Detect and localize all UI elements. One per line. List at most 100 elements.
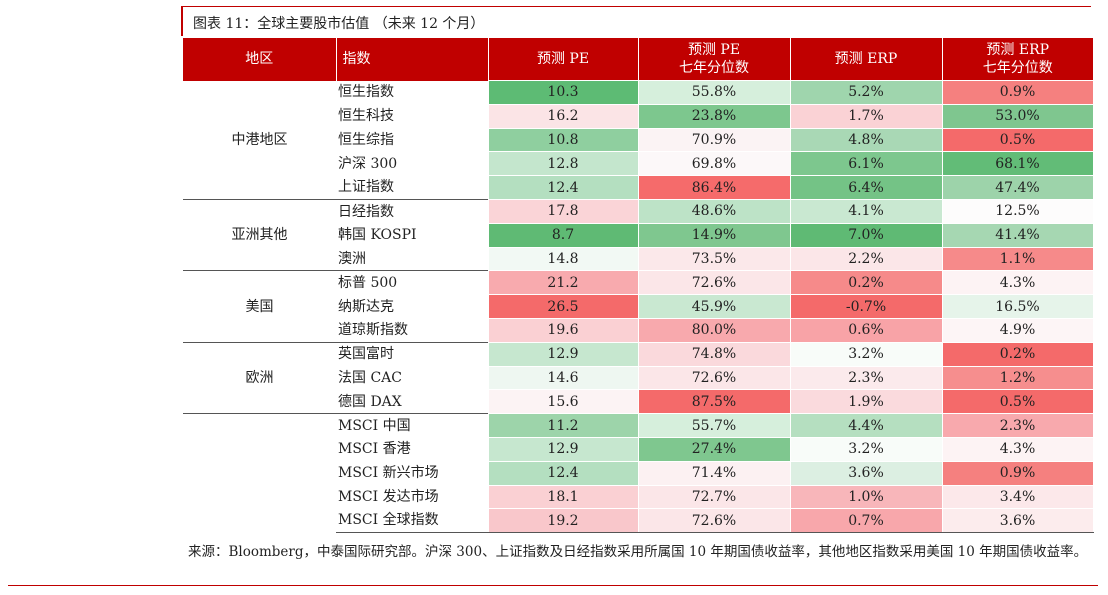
erp-percentile-cell: 68.1%: [941, 151, 1094, 177]
erp-percentile-cell: 3.6%: [941, 508, 1094, 534]
pe-percentile-cell: 72.6%: [637, 508, 791, 534]
erp-cell: 3.6%: [789, 460, 943, 486]
erp-cell: 3.2%: [789, 436, 943, 462]
erp-cell: 1.0%: [789, 484, 943, 510]
table-row: 中港地区 恒生指数 10.3 55.8% 5.2% 0.9%: [183, 80, 1094, 148]
index-name-cell: MSCI 发达市场: [338, 488, 439, 505]
erp-percentile-cell: 1.2%: [941, 365, 1094, 391]
pe-cell: 12.9: [487, 436, 639, 462]
erp-percentile-cell: 12.5%: [941, 198, 1094, 224]
index-name-cell: 英国富时: [336, 341, 488, 367]
pe-percentile-cell: 72.6%: [637, 365, 791, 391]
erp-percentile-cell: 0.2%: [941, 341, 1094, 367]
erp-percentile-cell: 4.3%: [941, 270, 1094, 296]
index-name-cell: 恒生指数: [338, 84, 394, 101]
table-row: 澳洲 14.8 73.5% 2.2% 1.1%: [183, 246, 1094, 272]
erp-cell: 0.2%: [789, 270, 943, 296]
table-row: MSCI 发达市场 18.1 72.7% 1.0% 3.4%: [183, 484, 1094, 510]
pe-percentile-cell: 23.8%: [637, 103, 791, 129]
header-index: 指数: [336, 38, 489, 81]
pe-cell: 19.2: [487, 508, 639, 534]
region-cell: [183, 413, 336, 533]
table-row: MSCI 香港 12.9 27.4% 3.2% 4.3%: [183, 436, 1094, 462]
pe-cell: 17.8: [487, 198, 639, 224]
pe-percentile-cell: 55.7%: [637, 413, 791, 438]
erp-percentile-cell: 4.3%: [941, 436, 1094, 462]
table-body: 中港地区 恒生指数 10.3 55.8% 5.2% 0.9% 恒生科技 16.2 23.8% 1.…: [183, 80, 1094, 534]
erp-percentile-cell: 16.5%: [941, 294, 1094, 319]
source-note: 来源：Bloomberg，中泰国际研究部。沪深 300、上证指数及日经指数采用所…: [188, 544, 1088, 560]
index-name-cell: 恒生科技: [338, 108, 394, 125]
pe-percentile-cell: 74.8%: [637, 341, 791, 367]
pe-percentile-cell: 27.4%: [637, 436, 791, 462]
table-row: MSCI 全球指数 19.2 72.6% 0.7% 3.6%: [183, 508, 1094, 534]
region-cell: 中港地区: [231, 131, 288, 148]
pe-cell: 21.2: [487, 270, 639, 296]
pe-percentile-cell: 72.7%: [637, 484, 791, 510]
index-name-cell: 恒生综指: [338, 131, 394, 148]
pe-cell: 12.9: [487, 341, 639, 367]
erp-cell: 7.0%: [789, 222, 943, 248]
table-row: 亚洲其他 日经指数 17.8 48.6% 4.1% 12.5%: [183, 198, 1094, 271]
table-row: MSCI 中国 11.2 55.7% 4.4% 2.3%: [183, 413, 1094, 533]
footer-divider: [8, 585, 1098, 586]
pe-percentile-cell: 72.6%: [637, 270, 791, 296]
pe-percentile-cell: 14.9%: [637, 222, 791, 248]
table-row: 欧洲 英国富时 12.9 74.8% 3.2% 0.2%: [183, 341, 1094, 414]
index-name-cell: MSCI 香港: [338, 441, 411, 458]
index-name-cell: MSCI 中国: [336, 413, 488, 438]
pe-percentile-cell: 87.5%: [637, 389, 791, 415]
erp-percentile-cell: 41.4%: [941, 222, 1094, 248]
header-row: 地区 指数 预测 PE 预测 PE 七年分位数 预测 ERP 预测 ERP 七年分位…: [183, 38, 1093, 81]
erp-percentile-cell: 4.9%: [941, 317, 1094, 343]
pe-cell: 8.7: [487, 222, 639, 248]
pe-cell: 26.5: [487, 294, 639, 319]
erp-percentile-cell: 0.5%: [941, 389, 1094, 415]
index-name-cell: 韩国 KOSPI: [338, 227, 417, 244]
pe-cell: 12.8: [487, 151, 639, 177]
region-cell: 美国: [183, 270, 336, 343]
erp-cell: 1.9%: [789, 389, 943, 415]
index-name-cell: 澳洲: [338, 250, 366, 267]
region-cell: 亚洲其他: [183, 198, 336, 271]
index-name-cell: 德国 DAX: [338, 393, 402, 410]
table-row: 恒生综指 10.8 70.9% 4.8% 0.5%: [183, 127, 1094, 153]
erp-cell: 4.4%: [789, 413, 943, 438]
table-title: 图表 11：全球主要股市估值 （未来 12 个月）: [193, 16, 485, 32]
pe-percentile-cell: 69.8%: [637, 151, 791, 177]
pe-percentile-cell: 45.9%: [637, 294, 791, 319]
erp-percentile-cell: 47.4%: [941, 175, 1094, 200]
header-erp: 预测 ERP: [790, 38, 943, 81]
index-name-cell: 沪深 300: [338, 155, 398, 172]
erp-cell: 3.2%: [789, 341, 943, 367]
table-row: 恒生科技 16.2 23.8% 1.7% 53.0%: [183, 103, 1094, 129]
erp-percentile-cell: 2.3%: [941, 413, 1094, 438]
region-cell: 欧洲: [183, 341, 336, 414]
pe-cell: 19.6: [487, 317, 639, 343]
pe-cell: 12.4: [487, 460, 639, 486]
pe-percentile-cell: 86.4%: [637, 175, 791, 200]
erp-cell: 6.1%: [789, 151, 943, 177]
pe-cell: 12.4: [487, 175, 639, 200]
pe-percentile-cell: 55.8%: [637, 80, 791, 105]
erp-cell: 1.7%: [789, 103, 943, 129]
table-title-bar: 图表 11：全球主要股市估值 （未来 12 个月）: [181, 6, 1091, 36]
header-pe: 预测 PE: [488, 38, 639, 81]
erp-percentile-cell: 0.5%: [941, 127, 1094, 153]
erp-percentile-cell: 53.0%: [941, 103, 1094, 129]
erp-cell: 4.1%: [789, 198, 943, 224]
table-row: 上证指数 12.4 86.4% 6.4% 47.4%: [183, 175, 1094, 200]
table-row: 美国 标普 500 21.2 72.6% 0.2% 4.3%: [183, 270, 1094, 343]
pe-percentile-cell: 80.0%: [637, 317, 791, 343]
header-region: 地区: [183, 38, 337, 81]
index-name-cell: 日经指数: [336, 198, 488, 224]
pe-percentile-cell: 71.4%: [637, 460, 791, 486]
header-pe-percentile: 预测 PE 七年分位数: [638, 38, 791, 81]
erp-cell: 4.8%: [789, 127, 943, 153]
erp-cell: 0.7%: [789, 508, 943, 534]
pe-cell: 15.6: [487, 389, 639, 415]
pe-percentile-cell: 70.9%: [637, 127, 791, 153]
header-erp-percentile: 预测 ERP 七年分位数: [942, 38, 1093, 81]
pe-percentile-cell: 73.5%: [637, 246, 791, 272]
pe-cell: 18.1: [487, 484, 639, 510]
